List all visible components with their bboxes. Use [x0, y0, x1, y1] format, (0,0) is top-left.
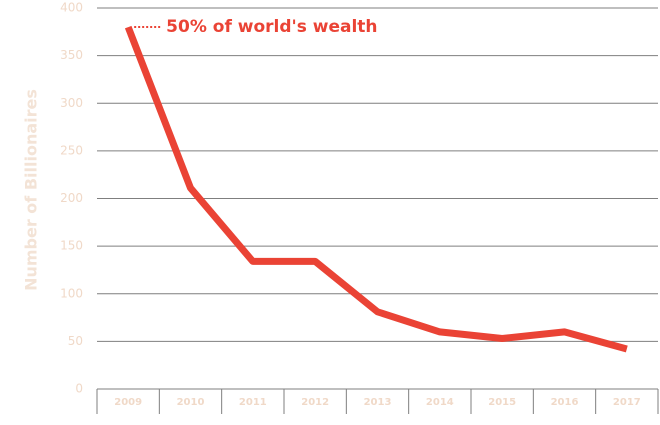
x-tick-label: 2016: [551, 397, 579, 408]
x-tick-label: 2012: [301, 397, 329, 408]
x-tick-label: 2009: [114, 397, 142, 408]
x-tick-label: 2013: [364, 397, 392, 408]
series-lines: [124, 25, 628, 353]
y-tick-label: 400: [60, 1, 83, 15]
annotation-label: 50% of world's wealth: [166, 17, 377, 37]
x-tick-label: 2011: [239, 397, 267, 408]
y-tick-label: 300: [60, 96, 83, 110]
x-tick-labels: 2009 2010 2011 2012 2013 2014 2015 2016 2017: [114, 397, 641, 408]
x-tick-label: 2014: [426, 397, 454, 408]
y-tick-label: 50: [68, 334, 83, 348]
y-tick-label: 0: [75, 382, 83, 396]
x-tick-label: 2017: [613, 397, 641, 408]
x-tick-label: 2010: [177, 397, 205, 408]
y-axis-label: Number of Billionaires: [22, 89, 41, 291]
y-tick-label: 250: [60, 143, 83, 157]
x-tick-label: 2015: [488, 397, 516, 408]
y-tick-label: 350: [60, 48, 83, 62]
annotation: 50% of world's wealth: [134, 17, 378, 37]
y-tick-label: 150: [60, 239, 83, 253]
gridlines: [96, 7, 659, 414]
y-tick-label: 100: [60, 286, 83, 300]
series-line: [124, 25, 628, 353]
y-tick-labels: 0 50 100 150 200 250 300 350 400: [60, 1, 83, 396]
y-tick-label: 200: [60, 191, 83, 205]
